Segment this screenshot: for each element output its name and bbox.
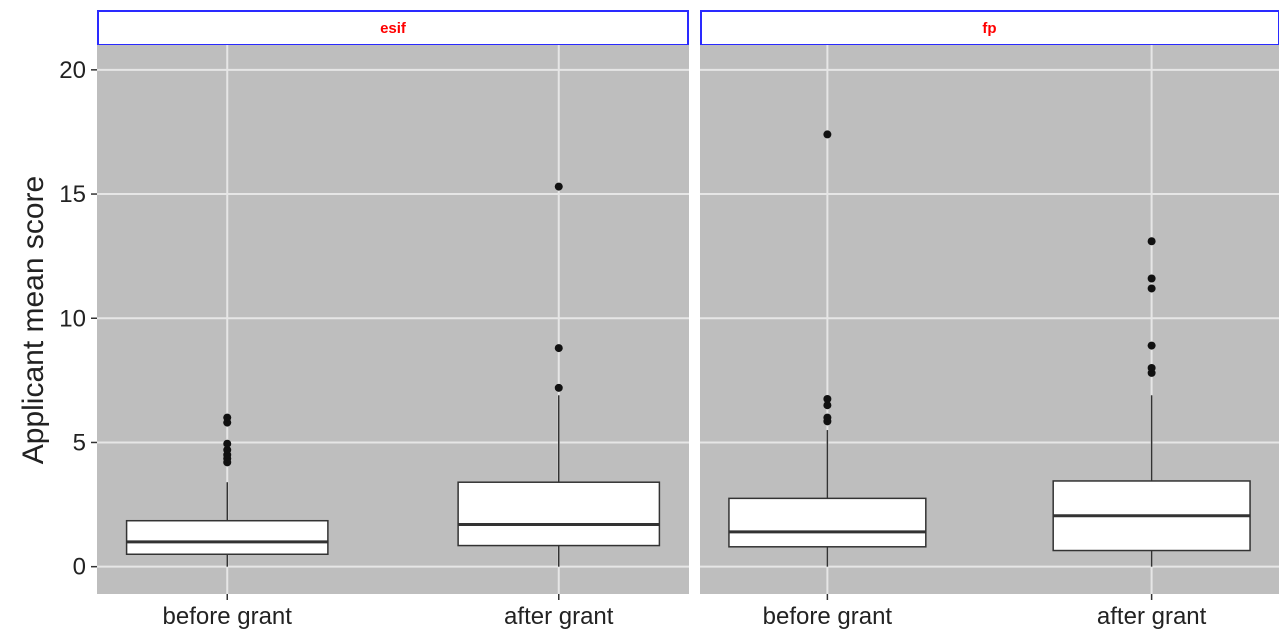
box-iqr (125, 519, 329, 556)
facet-panel-fp: fp before grant after grant (700, 10, 1279, 630)
outlier-point (1147, 341, 1156, 350)
box-before-grant (728, 130, 927, 567)
facet-panels: esif before grant after grant fp before gran… (97, 10, 1279, 630)
x-tick-label: after grant (1097, 603, 1207, 630)
facet-strip-label: fp (982, 20, 996, 37)
outlier-point (823, 413, 832, 422)
y-tick-label: 20 (59, 57, 86, 84)
outlier-point (554, 182, 563, 191)
outlier-point (223, 439, 232, 448)
outlier-point (823, 130, 832, 139)
outlier-point (554, 383, 563, 392)
y-axis-title: Applicant mean score (17, 176, 50, 465)
y-tick-label: 10 (59, 305, 86, 332)
facet-panel-esif: esif before grant after grant (97, 10, 689, 630)
box-iqr (457, 481, 661, 547)
box-after-grant (1052, 237, 1251, 567)
outlier-point (554, 344, 563, 353)
box-before-grant (125, 413, 329, 567)
y-tick-label: 15 (59, 181, 86, 208)
facet-strip (97, 10, 689, 46)
outlier-point (1147, 237, 1156, 246)
outlier-point (223, 445, 232, 454)
box-iqr (728, 497, 927, 548)
outlier-point (1147, 284, 1156, 293)
y-axis: 0 5 10 15 20 (59, 57, 97, 581)
x-tick-label: before grant (163, 603, 293, 630)
box-after-grant (457, 182, 661, 567)
outlier-point (1147, 274, 1156, 283)
facet-strip (700, 10, 1279, 46)
outlier-point (223, 413, 232, 422)
y-tick-label: 0 (73, 554, 86, 581)
x-tick-label: after grant (504, 603, 614, 630)
outlier-point (823, 401, 832, 410)
outlier-point (1147, 363, 1156, 372)
x-tick-label: before grant (763, 603, 893, 630)
outlier-point (823, 394, 832, 403)
y-tick-label: 5 (73, 429, 86, 456)
facet-strip-label: esif (380, 20, 407, 37)
